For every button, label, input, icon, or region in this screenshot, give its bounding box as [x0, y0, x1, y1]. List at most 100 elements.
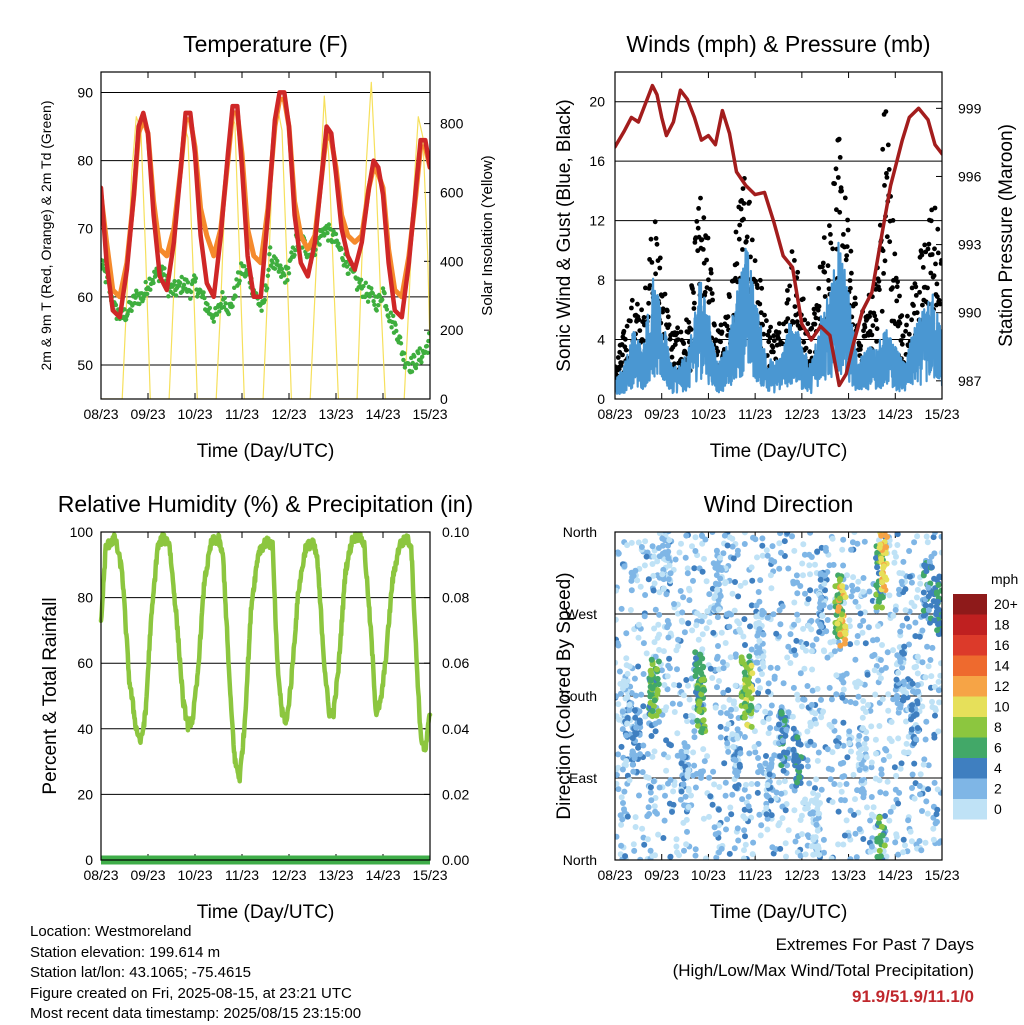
direction-point — [637, 751, 643, 758]
x-axis-label: Time (Day/UTC) — [710, 441, 848, 462]
direction-point — [654, 558, 661, 565]
direction-point — [624, 716, 631, 723]
direction-point — [855, 578, 862, 585]
direction-point — [931, 734, 938, 741]
direction-point — [934, 627, 941, 634]
direction-point — [701, 613, 708, 620]
y-tick-label: 80 — [77, 590, 93, 606]
direction-point — [935, 678, 942, 685]
direction-point — [875, 857, 882, 860]
direction-point — [902, 586, 909, 593]
x-tick-label: 14/23 — [365, 406, 400, 422]
colorbar-swatch — [953, 635, 987, 656]
y-axis-label: Percent & Total Rainfall — [40, 597, 61, 794]
direction-point — [677, 588, 684, 594]
gust-point — [925, 246, 931, 252]
gust-point — [672, 342, 678, 347]
direction-point — [913, 736, 919, 743]
direction-point — [901, 643, 908, 650]
direction-point — [838, 611, 845, 618]
direction-point — [896, 586, 902, 593]
direction-point — [764, 782, 771, 788]
gust-point — [764, 318, 769, 324]
direction-point — [666, 537, 673, 544]
dewpoint-point — [207, 305, 213, 311]
direction-point — [717, 554, 724, 561]
gust-point — [913, 284, 919, 290]
direction-point — [669, 700, 676, 707]
direction-point — [701, 555, 707, 562]
direction-point — [666, 800, 673, 807]
x-tick-label: 09/23 — [644, 406, 679, 422]
direction-point — [688, 792, 694, 799]
colorbar-label: 4 — [994, 760, 1002, 776]
direction-point — [701, 758, 708, 765]
gust-point — [718, 339, 723, 345]
gust-point — [669, 354, 675, 360]
direction-point — [885, 691, 892, 698]
direction-point — [779, 815, 786, 822]
direction-point — [859, 629, 866, 636]
direction-point — [776, 565, 783, 572]
gust-point — [828, 232, 833, 237]
direction-point — [738, 658, 745, 665]
direction-point — [663, 767, 670, 774]
direction-point — [807, 723, 814, 730]
direction-point — [935, 687, 942, 694]
direction-point — [658, 667, 665, 674]
colorbar-label: 16 — [994, 637, 1010, 653]
y2-tick-label: 0.10 — [442, 524, 469, 540]
direction-point — [885, 707, 892, 714]
direction-point — [653, 712, 660, 719]
direction-point — [633, 724, 640, 731]
direction-point — [776, 779, 783, 786]
direction-point — [808, 701, 815, 708]
direction-point — [680, 753, 687, 760]
dewpoint-point — [185, 280, 191, 285]
direction-point — [816, 604, 823, 611]
direction-point — [643, 650, 650, 657]
direction-point — [827, 776, 834, 783]
gust-point — [848, 248, 854, 254]
direction-point — [763, 547, 770, 554]
direction-point — [671, 601, 677, 607]
direction-point — [731, 607, 738, 614]
direction-point — [664, 673, 671, 680]
gust-point — [845, 217, 850, 223]
direction-point — [862, 640, 869, 647]
direction-point — [906, 623, 912, 630]
direction-point — [679, 618, 686, 625]
direction-point — [758, 822, 765, 829]
direction-point — [795, 696, 802, 703]
direction-point — [929, 698, 935, 705]
gust-point — [801, 339, 807, 345]
direction-point — [852, 700, 859, 707]
direction-point — [629, 574, 636, 581]
colorbar-label: 6 — [994, 740, 1002, 756]
gust-point — [920, 302, 925, 308]
direction-point — [631, 847, 638, 854]
direction-point — [834, 620, 841, 627]
direction-point — [839, 583, 846, 590]
direction-point — [741, 714, 748, 721]
direction-point — [902, 607, 909, 614]
gust-point — [674, 330, 680, 336]
direction-point — [648, 656, 655, 663]
direction-point — [914, 700, 921, 707]
gust-point — [734, 261, 740, 267]
direction-point — [652, 606, 659, 613]
direction-point — [735, 837, 742, 844]
direction-point — [882, 574, 889, 581]
direction-point — [699, 540, 706, 547]
dewpoint-point — [137, 301, 142, 307]
dewpoint-point — [426, 338, 430, 344]
direction-point — [742, 642, 748, 648]
gust-point — [652, 219, 658, 225]
dewpoint-point — [409, 369, 415, 374]
direction-point — [764, 614, 771, 621]
direction-point — [917, 580, 924, 587]
x-tick-label: 13/23 — [318, 867, 353, 883]
dewpoint-point — [188, 289, 194, 295]
direction-point — [660, 585, 667, 592]
